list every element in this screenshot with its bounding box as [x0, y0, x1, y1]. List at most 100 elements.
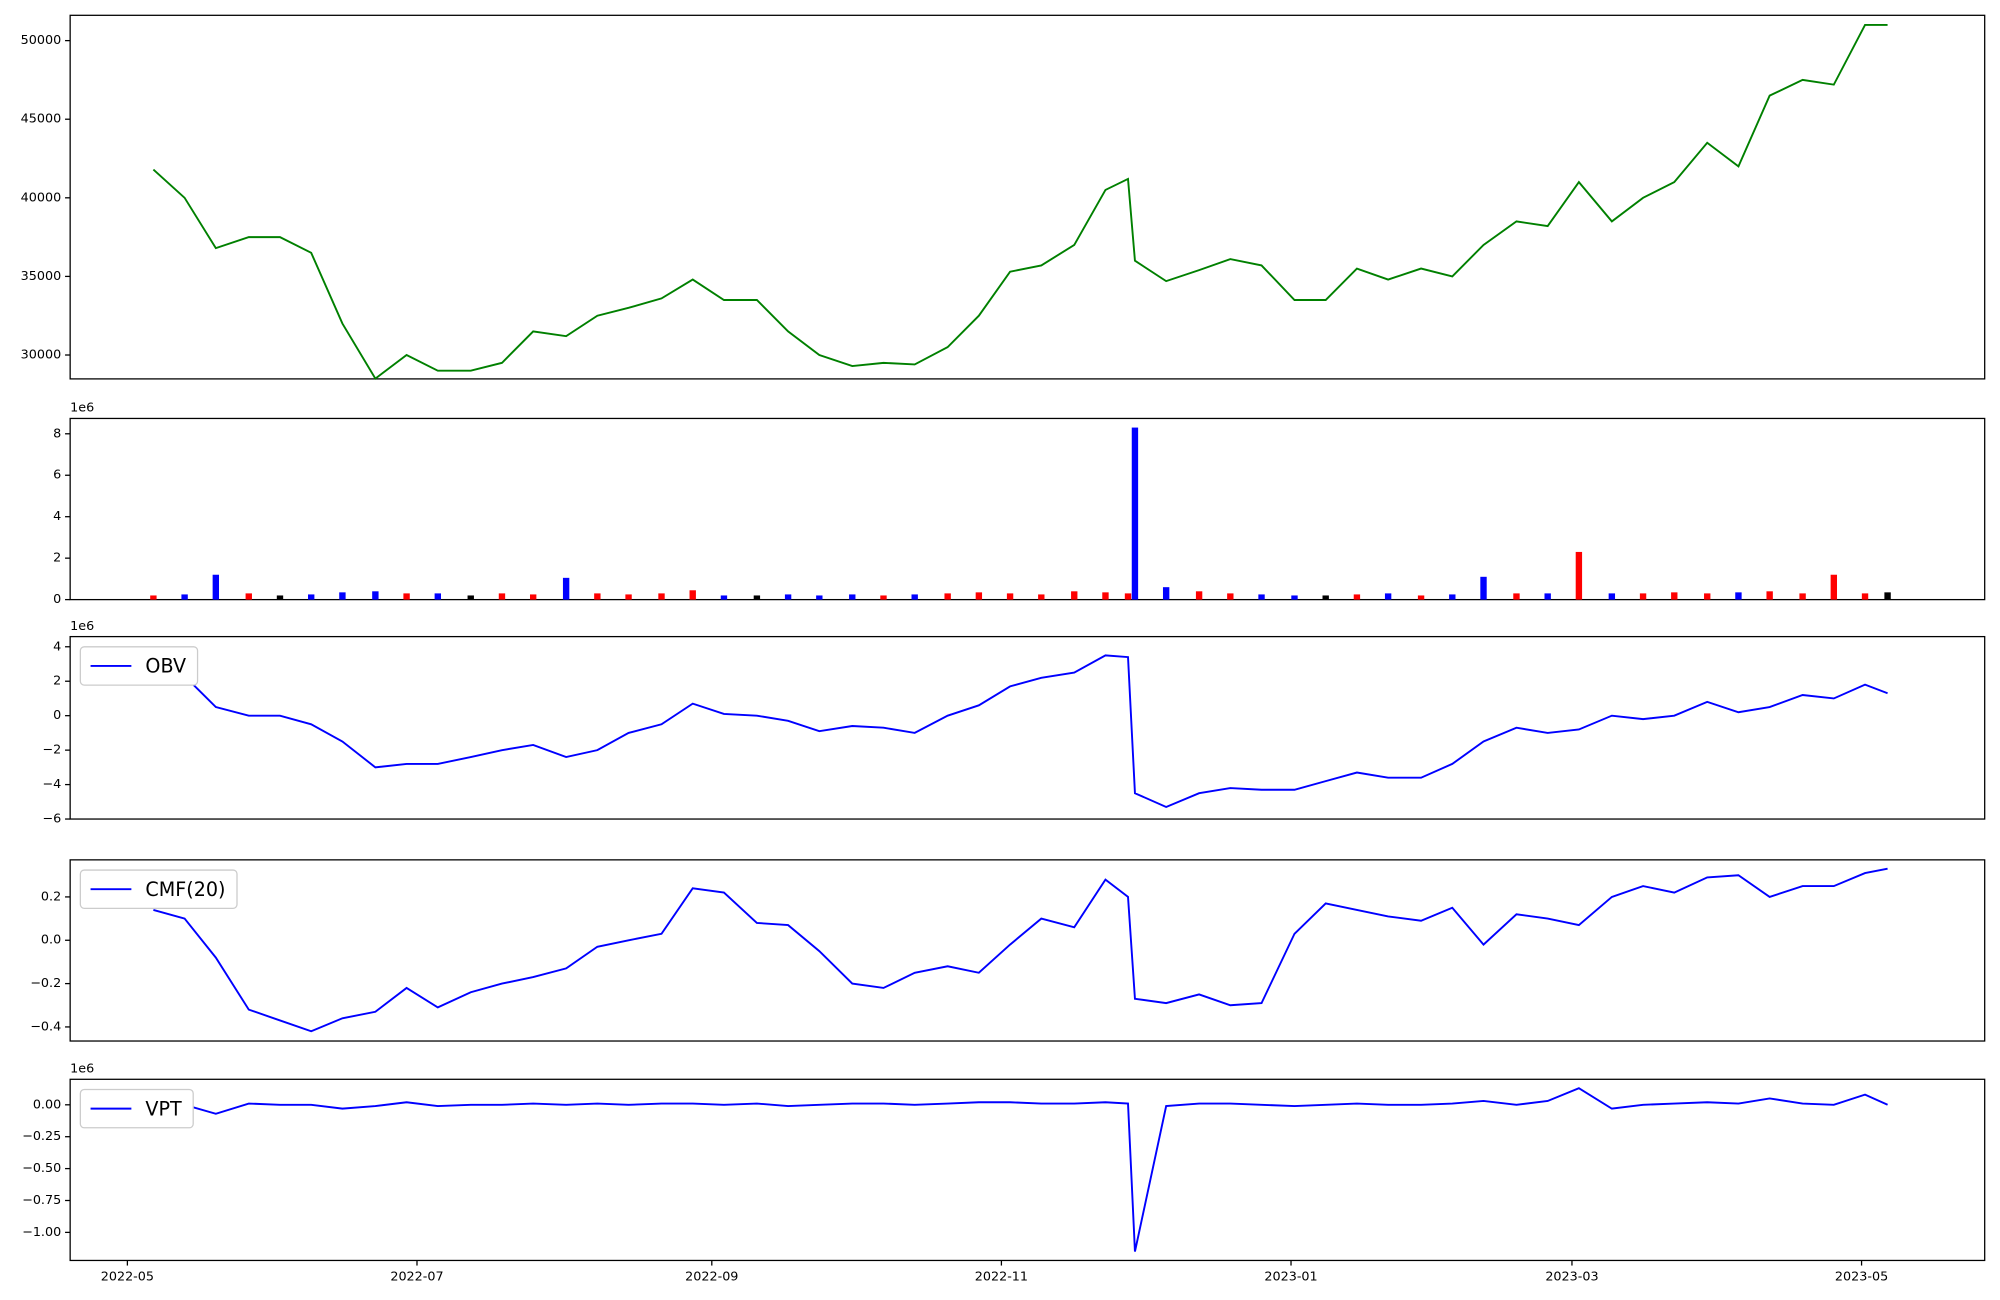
bar — [1513, 593, 1520, 600]
y-tick-label: −4 — [42, 777, 61, 792]
data-line — [153, 654, 1888, 809]
bar — [1322, 595, 1329, 600]
bar — [529, 594, 537, 600]
data-line — [153, 867, 1888, 1033]
y-tick-label: 0 — [53, 708, 61, 723]
y-tick-label: −0.4 — [30, 1019, 61, 1034]
bar — [1608, 593, 1616, 600]
y-tick-label: −0.50 — [22, 1161, 61, 1176]
panel: −1.00 −0.75 −0.50 −0.25 0.00 1e6 2022-05 2022-0… — [22, 1062, 1986, 1285]
bar — [1799, 593, 1806, 600]
plot-frame — [69, 14, 1986, 380]
offset-label: 1e6 — [70, 1062, 94, 1077]
legend-box — [79, 1088, 194, 1129]
bar — [1124, 593, 1132, 600]
bar — [1766, 591, 1773, 600]
bar — [1544, 593, 1551, 600]
y-tick-label: 4 — [53, 509, 61, 524]
plot-frame — [69, 1078, 1986, 1262]
bar — [911, 594, 918, 600]
y-tick-label: −0.2 — [30, 976, 61, 991]
bar — [1575, 551, 1583, 600]
y-tick-label: 2 — [53, 674, 61, 689]
legend-label: CMF(20) — [145, 878, 225, 901]
legend-box — [79, 646, 199, 686]
bar — [1884, 592, 1891, 600]
x-tick-label: 2022-11 — [975, 1270, 1028, 1285]
y-tick-label: 45000 — [21, 112, 62, 127]
bar — [1830, 574, 1838, 600]
bar — [1639, 593, 1647, 600]
legend-box — [79, 869, 238, 909]
panel: 30000 35000 40000 45000 50000 — [21, 14, 1986, 380]
bar — [181, 594, 188, 600]
bar — [658, 593, 665, 600]
bar — [720, 595, 728, 600]
y-tick-label: 30000 — [21, 348, 62, 363]
bar — [1006, 593, 1014, 600]
x-tick-label: 2023-01 — [1264, 1270, 1317, 1285]
bar — [212, 574, 220, 600]
bar — [1449, 594, 1456, 600]
x-tick-label: 2022-09 — [685, 1270, 738, 1285]
bar — [944, 593, 951, 600]
y-tick-label: 0.2 — [41, 889, 61, 904]
y-tick-label: 8 — [53, 426, 61, 441]
bar — [975, 592, 983, 600]
legend: OBV — [79, 646, 199, 686]
bar — [1384, 593, 1392, 600]
y-tick-label: 6 — [53, 468, 61, 483]
bar — [1480, 576, 1487, 600]
y-tick-label: 0 — [53, 592, 61, 607]
bar — [880, 595, 887, 600]
bar — [308, 594, 315, 600]
x-tick-label: 2023-03 — [1545, 1270, 1598, 1285]
y-tick-label: −6 — [42, 812, 61, 827]
bar — [150, 595, 157, 600]
y-tick-label: 35000 — [21, 269, 62, 284]
bar — [625, 594, 632, 600]
y-tick-label: −2 — [42, 743, 61, 758]
bar — [339, 592, 346, 600]
panel: 0 2 4 6 8 1e6 — [53, 401, 1986, 607]
bar — [1162, 587, 1170, 600]
legend-label: OBV — [145, 655, 186, 678]
bar — [849, 594, 856, 600]
bar — [689, 590, 696, 600]
x-tick-label: 2023-05 — [1835, 1270, 1888, 1285]
data-line — [152, 23, 1888, 380]
bar — [1671, 592, 1678, 600]
y-tick-label: 0.0 — [41, 933, 61, 948]
y-tick-label: −0.25 — [22, 1129, 61, 1144]
y-tick-label: −1.00 — [22, 1225, 61, 1240]
legend: CMF(20) — [79, 869, 238, 909]
bar — [753, 595, 761, 600]
y-tick-label: 4 — [53, 639, 61, 654]
panel: −0.4 −0.2 0.0 0.2 CMF(20) — [30, 859, 1986, 1042]
bar — [276, 595, 284, 600]
panel: −6 −4 −2 0 2 4 1e6 OBV — [42, 619, 1986, 827]
legend: VPT — [79, 1088, 194, 1129]
bar — [467, 595, 474, 600]
y-tick-label: 2 — [53, 551, 61, 566]
bar — [1353, 594, 1361, 600]
bar — [434, 593, 441, 600]
bar — [1071, 591, 1078, 600]
bar — [1704, 593, 1711, 600]
bar — [562, 577, 570, 600]
bar — [594, 593, 601, 600]
bar — [372, 591, 379, 600]
plot-frame — [69, 417, 1986, 601]
bar — [1102, 592, 1109, 600]
bar — [245, 593, 252, 600]
plot-frame — [69, 635, 1986, 820]
bar — [1417, 595, 1425, 600]
bar — [784, 594, 792, 600]
bar — [1258, 594, 1265, 600]
y-tick-label: −0.75 — [22, 1193, 61, 1208]
data-line — [153, 1087, 1888, 1252]
bar — [816, 595, 823, 600]
bar — [1195, 591, 1203, 600]
x-tick-label: 2022-07 — [390, 1270, 443, 1285]
